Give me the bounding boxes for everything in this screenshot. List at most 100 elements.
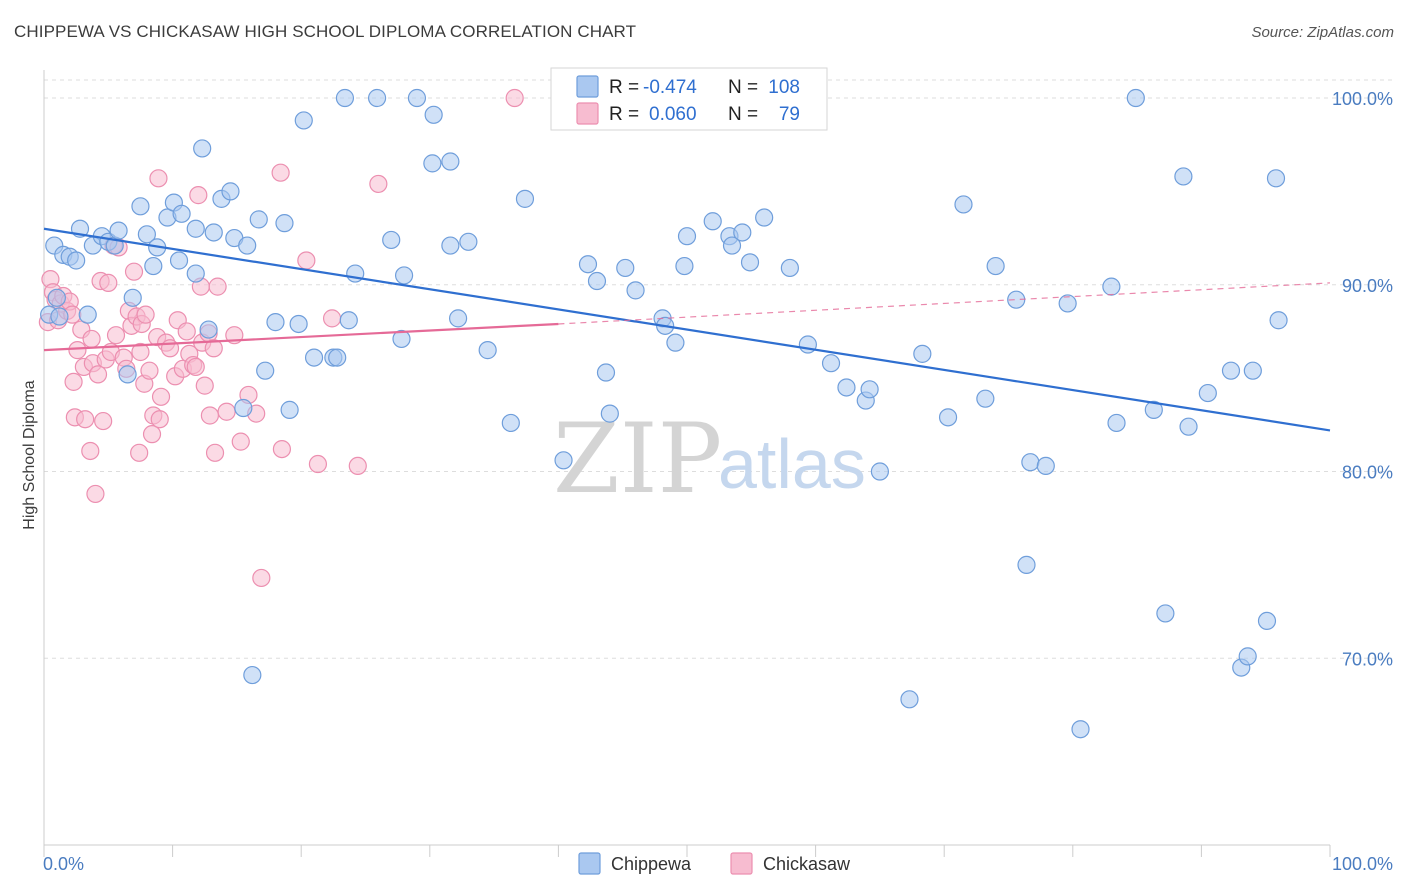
chippewa-point (238, 236, 257, 255)
chippewa-point (1036, 456, 1055, 476)
chickasaw-swatch (576, 102, 599, 125)
chippewa-point (587, 271, 607, 291)
chippewa-point (703, 212, 722, 231)
chippewa-point (186, 219, 205, 238)
chickasaw-point (136, 305, 155, 324)
chickasaw-point (160, 339, 180, 358)
chickasaw-point (205, 443, 225, 462)
chippewa-point (407, 88, 427, 108)
trend-lines (43, 227, 1331, 432)
chippewa-point (578, 255, 598, 274)
chippewa-point (294, 111, 313, 130)
chippewa-point (131, 197, 150, 216)
chickasaw-point (322, 309, 342, 328)
chippewa-point (328, 348, 347, 367)
chippewa-legend-label: Chippewa (611, 854, 692, 874)
chippewa-point (954, 195, 973, 214)
chippewa-point (394, 266, 414, 285)
chippewa-point (109, 221, 128, 240)
watermark-zip: ZIP (553, 403, 722, 515)
chickasaw-point (369, 174, 388, 194)
chippewa-point (1243, 361, 1262, 380)
chippewa-point (740, 253, 760, 272)
chippewa-point (78, 305, 97, 324)
chickasaw-point (186, 357, 205, 377)
chippewa-point (1269, 311, 1288, 330)
chippewa-point (986, 256, 1005, 276)
chickasaw-point (151, 387, 171, 406)
chippewa-swatch (576, 75, 599, 98)
chickasaw-point (297, 251, 316, 270)
chippewa-point (382, 230, 401, 250)
chippewa-point (554, 451, 573, 470)
chickasaw-point (131, 342, 150, 362)
chippewa-points (40, 88, 1288, 739)
chippewa-point (755, 208, 774, 227)
chickasaw-trend-line (43, 322, 559, 352)
chart-title: CHIPPEWA VS CHICKASAW HIGH SCHOOL DIPLOM… (14, 22, 637, 41)
chippewa-point (249, 210, 268, 229)
watermark: ZIP atlas (553, 403, 866, 515)
y-tick-labels: 70.0% 80.0% 90.0% 100.0% (1332, 89, 1393, 669)
chickasaw-point (99, 273, 118, 292)
chickasaw-legend-label: Chickasaw (763, 854, 851, 874)
chippewa-point (1221, 361, 1241, 380)
x-tick-label-min: 0.0% (43, 854, 84, 874)
chickasaw-point (76, 410, 95, 429)
chickasaw-points (38, 88, 524, 588)
legend-r-value-chippewa: -0.474 (643, 77, 697, 98)
chickasaw-point (204, 339, 223, 358)
chickasaw-point (68, 341, 87, 360)
chippewa-point (144, 256, 163, 276)
chickasaw-point (271, 163, 290, 182)
y-tick-label: 100.0% (1332, 89, 1393, 109)
chippewa-point (441, 152, 460, 171)
chippewa-point (870, 462, 890, 481)
chickasaw-point (177, 322, 196, 341)
chippewa-point (675, 256, 694, 276)
chickasaw-point (86, 484, 105, 504)
chippewa-point (441, 236, 460, 255)
chippewa-point (266, 313, 285, 332)
chippewa-point (501, 413, 520, 433)
chippewa-point (478, 341, 497, 360)
chippewa-point (976, 389, 995, 408)
legend-r-label-chickasaw: R = (609, 104, 639, 125)
chippewa-point (1102, 277, 1121, 296)
axes (43, 70, 1331, 857)
chickasaw-point (140, 361, 159, 380)
chippewa-point (722, 236, 742, 255)
y-tick-label: 80.0% (1342, 463, 1393, 483)
chippewa-point (199, 320, 218, 339)
chippewa-point (938, 408, 958, 427)
chickasaw-point (348, 456, 367, 476)
chippewa-point (304, 348, 324, 367)
chippewa-point (1238, 647, 1257, 666)
legend-r-label-chippewa: R = (609, 77, 639, 98)
chickasaw-point (150, 410, 169, 429)
chippewa-point (118, 365, 137, 384)
y-axis-label: High School Diploma (21, 380, 38, 530)
chippewa-point (172, 204, 191, 223)
chippewa-point (616, 258, 635, 278)
chippewa-point (335, 88, 355, 108)
chickasaw-point (308, 454, 328, 474)
chippewa-point (1017, 555, 1036, 574)
legend-n-value-chippewa: 108 (768, 77, 800, 98)
chippewa-point (1156, 604, 1175, 623)
chippewa-trend-line (43, 227, 1331, 432)
chickasaw-point (106, 326, 126, 345)
chippewa-point (448, 309, 468, 328)
chickasaw-point (217, 402, 236, 421)
source-attribution: Source: ZipAtlas.com (1251, 24, 1394, 41)
chippewa-point (677, 227, 697, 246)
chippewa-point (392, 329, 411, 349)
chickasaw-point (94, 411, 113, 431)
chippewa-point (900, 690, 919, 709)
chickasaw-point (124, 262, 144, 281)
chippewa-point (186, 264, 205, 283)
chippewa-point (821, 354, 841, 373)
chippewa-point (1071, 720, 1090, 739)
chickasaw-legend-swatch (730, 852, 753, 875)
chippewa-point (860, 380, 879, 399)
